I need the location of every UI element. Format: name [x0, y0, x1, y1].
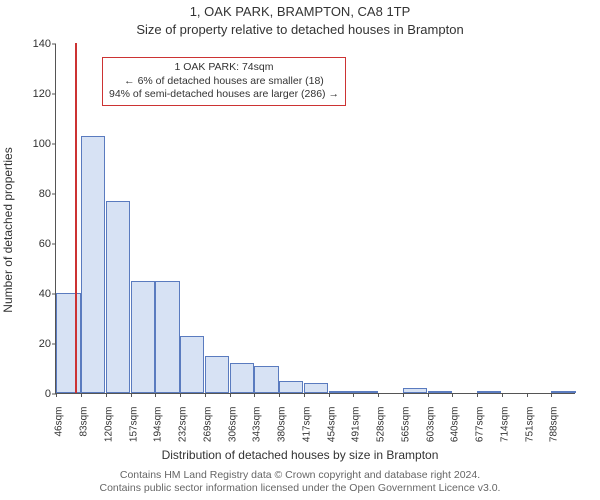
- chart-title: 1, OAK PARK, BRAMPTON, CA8 1TP: [0, 4, 600, 19]
- x-tick-mark: [477, 393, 478, 397]
- histogram-bar: [551, 391, 575, 394]
- x-tick-mark: [155, 393, 156, 397]
- histogram-bar: [81, 136, 105, 394]
- x-tick-label: 232sqm: [178, 407, 189, 443]
- histogram-bar: [131, 281, 155, 394]
- footer-line-1: Contains HM Land Registry data © Crown c…: [0, 469, 600, 483]
- info-box-line-2: ← 6% of detached houses are smaller (18): [109, 75, 339, 89]
- x-tick-mark: [230, 393, 231, 397]
- y-tick-mark: [52, 244, 56, 245]
- x-tick-label: 528sqm: [376, 407, 387, 443]
- x-tick-label: 491sqm: [351, 407, 362, 443]
- x-tick-label: 157sqm: [128, 407, 139, 443]
- x-tick-mark: [551, 393, 552, 397]
- y-tick-mark: [52, 194, 56, 195]
- histogram-bar: [477, 391, 501, 394]
- x-tick-mark: [527, 393, 528, 397]
- y-tick-mark: [52, 94, 56, 95]
- plot-area: 02040608010012014046sqm83sqm120sqm157sqm…: [55, 44, 575, 394]
- x-tick-mark: [205, 393, 206, 397]
- histogram-bar: [56, 293, 80, 393]
- x-tick-mark: [353, 393, 354, 397]
- x-tick-mark: [502, 393, 503, 397]
- x-tick-mark: [56, 393, 57, 397]
- histogram-bar: [329, 391, 353, 394]
- info-box-line-3: 94% of semi-detached houses are larger (…: [109, 88, 339, 102]
- x-tick-mark: [81, 393, 82, 397]
- x-tick-label: 454sqm: [326, 407, 337, 443]
- y-tick-label: 0: [21, 388, 51, 400]
- x-tick-mark: [279, 393, 280, 397]
- y-tick-label: 140: [21, 38, 51, 50]
- chart-container: 1, OAK PARK, BRAMPTON, CA8 1TP Size of p…: [0, 0, 600, 500]
- histogram-bar: [180, 336, 204, 394]
- x-tick-mark: [452, 393, 453, 397]
- info-box-line-1: 1 OAK PARK: 74sqm: [109, 61, 339, 75]
- x-tick-mark: [254, 393, 255, 397]
- x-tick-mark: [378, 393, 379, 397]
- histogram-bar: [254, 366, 278, 394]
- x-tick-label: 640sqm: [450, 407, 461, 443]
- histogram-bar: [403, 388, 427, 393]
- y-tick-mark: [52, 144, 56, 145]
- x-tick-mark: [329, 393, 330, 397]
- x-axis-label: Distribution of detached houses by size …: [0, 448, 600, 462]
- histogram-bar: [230, 363, 254, 393]
- histogram-bar: [304, 383, 328, 393]
- x-tick-mark: [131, 393, 132, 397]
- histogram-bar: [428, 391, 452, 394]
- x-tick-label: 120sqm: [103, 407, 114, 443]
- x-tick-label: 603sqm: [425, 407, 436, 443]
- x-tick-label: 751sqm: [524, 407, 535, 443]
- x-tick-label: 306sqm: [227, 407, 238, 443]
- info-box: 1 OAK PARK: 74sqm← 6% of detached houses…: [102, 57, 346, 106]
- x-tick-label: 380sqm: [277, 407, 288, 443]
- y-tick-label: 80: [21, 188, 51, 200]
- x-tick-mark: [403, 393, 404, 397]
- x-tick-label: 194sqm: [153, 407, 164, 443]
- x-tick-label: 83sqm: [79, 407, 90, 437]
- x-tick-mark: [428, 393, 429, 397]
- footer-line-2: Contains public sector information licen…: [0, 482, 600, 496]
- y-tick-label: 60: [21, 238, 51, 250]
- x-tick-label: 417sqm: [301, 407, 312, 443]
- y-tick-label: 20: [21, 338, 51, 350]
- histogram-bar: [155, 281, 179, 394]
- y-tick-mark: [52, 44, 56, 45]
- x-tick-mark: [180, 393, 181, 397]
- x-tick-label: 269sqm: [202, 407, 213, 443]
- y-tick-label: 120: [21, 88, 51, 100]
- x-tick-mark: [106, 393, 107, 397]
- x-tick-label: 565sqm: [400, 407, 411, 443]
- histogram-bar: [353, 391, 377, 394]
- histogram-bar: [279, 381, 303, 394]
- chart-subtitle: Size of property relative to detached ho…: [0, 22, 600, 37]
- reference-line: [75, 43, 77, 393]
- x-tick-label: 677sqm: [475, 407, 486, 443]
- y-tick-label: 100: [21, 138, 51, 150]
- histogram-bar: [205, 356, 229, 394]
- x-tick-label: 788sqm: [549, 407, 560, 443]
- x-tick-label: 46sqm: [54, 407, 65, 437]
- histogram-bar: [106, 201, 130, 394]
- y-axis-label: Number of detached properties: [1, 147, 15, 312]
- x-tick-label: 343sqm: [252, 407, 263, 443]
- x-tick-mark: [304, 393, 305, 397]
- x-tick-label: 714sqm: [499, 407, 510, 443]
- y-tick-label: 40: [21, 288, 51, 300]
- footer-attribution: Contains HM Land Registry data © Crown c…: [0, 469, 600, 496]
